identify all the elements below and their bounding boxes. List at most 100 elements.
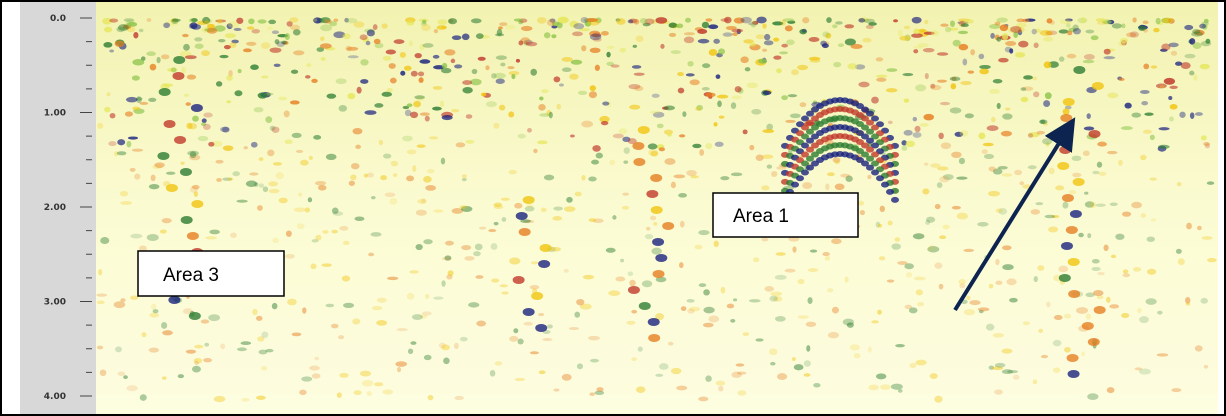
reflection [915, 360, 926, 366]
reflection [631, 310, 637, 314]
reflection [794, 364, 804, 370]
reflection [1137, 308, 1142, 314]
reflection [833, 62, 841, 68]
reflection [1186, 223, 1192, 230]
reflection [659, 363, 669, 370]
reflection [1122, 273, 1130, 277]
reflection [1093, 290, 1103, 296]
reflection-column [648, 334, 660, 342]
reflection [325, 20, 332, 24]
reflection [979, 65, 991, 69]
reflection [461, 245, 471, 250]
reflection [602, 101, 609, 105]
reflection [918, 43, 929, 47]
reflection [373, 24, 378, 30]
reflection [705, 143, 712, 149]
reflection [417, 144, 426, 147]
reflection [792, 357, 796, 361]
reflection [708, 315, 719, 322]
reflection [308, 197, 312, 202]
reflection [624, 147, 630, 154]
reflection [664, 106, 675, 111]
reflection [871, 320, 879, 323]
reflection [775, 316, 786, 322]
reflection [250, 64, 259, 70]
reflection [1084, 127, 1094, 131]
reflection [1179, 112, 1185, 118]
reflection [336, 78, 347, 84]
reflection-column [172, 72, 184, 80]
reflection [650, 111, 660, 114]
reflection [247, 26, 254, 29]
reflection-column [653, 270, 665, 278]
reflection [133, 32, 138, 38]
reflection [275, 39, 280, 44]
reflection [703, 307, 714, 314]
reflection [296, 150, 303, 153]
reflection [1032, 77, 1037, 81]
reflection [473, 251, 481, 256]
reflection [140, 394, 147, 401]
reflection [284, 110, 290, 117]
reflection [1034, 42, 1039, 48]
reflection [476, 321, 486, 327]
reflection [395, 361, 407, 367]
reflection [332, 208, 339, 214]
reflection [1160, 85, 1164, 88]
reflection-column [191, 200, 203, 208]
reflection-column [1089, 130, 1101, 138]
reflection [574, 312, 580, 318]
reflection [452, 35, 462, 40]
reflection [979, 54, 985, 60]
reflection [1144, 112, 1153, 115]
reflection [983, 143, 994, 147]
reflection [1028, 165, 1037, 169]
reflection [702, 87, 710, 90]
reflection [690, 175, 699, 178]
reflection [1083, 151, 1090, 156]
reflection [978, 133, 985, 140]
reflection [357, 87, 362, 94]
reflection [305, 75, 311, 79]
reflection [958, 279, 965, 284]
reflection [880, 206, 885, 212]
reflection [230, 232, 237, 237]
reflection [804, 373, 811, 376]
reflection [919, 29, 926, 32]
reflection [831, 238, 841, 244]
reflection [397, 367, 401, 372]
reflection [497, 29, 502, 36]
reflection [362, 380, 374, 387]
reflection [1150, 177, 1157, 180]
reflection [518, 134, 526, 139]
reflection [360, 79, 368, 84]
reflection [699, 283, 706, 287]
reflection [538, 104, 546, 111]
hyperbola-band [866, 111, 874, 117]
reflection [228, 21, 239, 27]
reflection [100, 369, 107, 376]
reflection [300, 160, 309, 166]
reflection [442, 257, 452, 260]
reflection [781, 19, 785, 26]
reflection [533, 149, 537, 153]
reflection [571, 60, 582, 65]
reflection [315, 181, 326, 186]
reflection [677, 72, 684, 76]
reflection [781, 44, 788, 48]
reflection [1042, 138, 1052, 144]
reflection [326, 154, 337, 160]
reflection-column [1062, 194, 1074, 202]
reflection [127, 385, 138, 391]
reflection [237, 347, 247, 351]
reflection [822, 31, 829, 37]
reflection [526, 42, 538, 47]
reflection [442, 115, 453, 120]
reflection [1107, 93, 1118, 99]
reflection [749, 145, 754, 150]
reflection [905, 305, 913, 309]
reflection-column [639, 302, 651, 310]
reflection [1162, 18, 1174, 24]
reflection [261, 366, 267, 371]
reflection [773, 38, 779, 42]
